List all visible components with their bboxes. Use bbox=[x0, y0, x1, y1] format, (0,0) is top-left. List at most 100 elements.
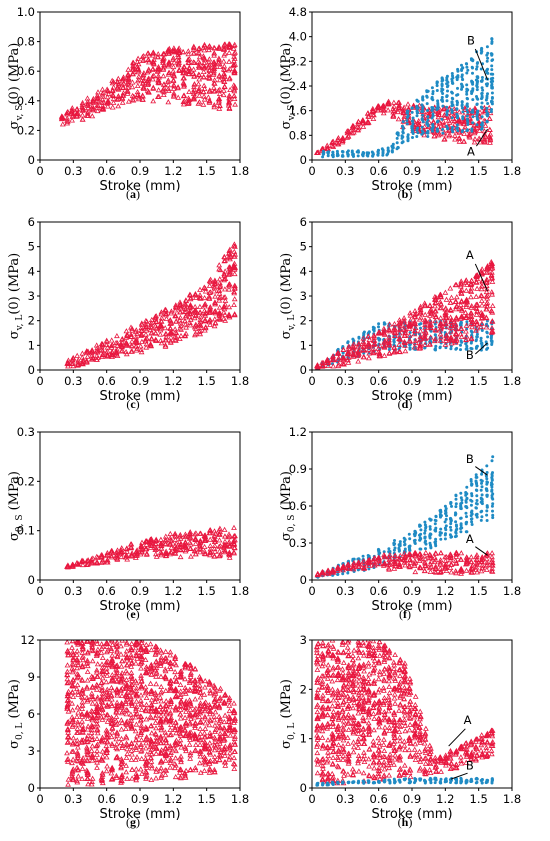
point-d-s1 bbox=[432, 318, 439, 324]
point-d-s1 bbox=[370, 348, 377, 354]
point-f-s0 bbox=[459, 496, 463, 500]
point-d-s1 bbox=[453, 294, 460, 300]
point-g-s0 bbox=[74, 640, 80, 645]
point-d-s1 bbox=[479, 269, 485, 275]
point-f-s0 bbox=[464, 511, 468, 515]
point-b-s1 bbox=[450, 91, 454, 95]
point-d-s0 bbox=[372, 327, 376, 331]
point-d-s0 bbox=[455, 346, 459, 350]
point-g-s0 bbox=[103, 747, 110, 753]
point-c-s0 bbox=[128, 348, 135, 354]
y-tick-label-e: 0.3 bbox=[17, 425, 35, 439]
point-a-s0 bbox=[130, 62, 136, 68]
point-c-s0 bbox=[227, 253, 234, 260]
point-a-s0 bbox=[181, 80, 187, 87]
x-tick-label-f: 0.6 bbox=[370, 584, 388, 598]
point-a-s0 bbox=[79, 99, 86, 105]
y-axis-label-b: σv, S(0) (MPa) bbox=[279, 43, 297, 130]
point-a-s0 bbox=[150, 50, 156, 56]
point-f-s1 bbox=[350, 566, 357, 572]
y-label-unit: (MPa) bbox=[279, 471, 294, 515]
point-g-s0 bbox=[119, 772, 125, 778]
point-b-s1 bbox=[326, 154, 330, 158]
point-b-s1 bbox=[450, 109, 454, 113]
point-c-s0 bbox=[197, 295, 204, 301]
point-e-s0 bbox=[207, 542, 214, 548]
point-g-s0 bbox=[123, 698, 129, 704]
point-g-s0 bbox=[84, 657, 91, 663]
point-g-s0 bbox=[108, 684, 115, 690]
point-f-s1 bbox=[380, 562, 387, 568]
point-f-s1 bbox=[412, 568, 419, 575]
point-e-s0 bbox=[226, 538, 233, 545]
point-a-s0 bbox=[140, 77, 147, 83]
point-f-s0 bbox=[392, 548, 396, 552]
point-d-s0 bbox=[366, 331, 370, 335]
point-b-s1 bbox=[475, 81, 479, 85]
point-e-s0 bbox=[93, 553, 100, 559]
point-g-s0 bbox=[98, 680, 105, 686]
point-g-s0 bbox=[99, 643, 106, 649]
point-a-s0 bbox=[176, 59, 182, 65]
point-c-s0 bbox=[197, 309, 203, 316]
point-b-s0 bbox=[445, 117, 452, 123]
point-f-s1 bbox=[448, 561, 455, 567]
point-d-s0 bbox=[449, 347, 453, 351]
point-f-s0 bbox=[491, 509, 494, 513]
point-g-s0 bbox=[114, 720, 121, 726]
point-d-s1 bbox=[464, 281, 470, 287]
point-e-s0 bbox=[226, 550, 233, 556]
point-a-s0 bbox=[69, 117, 75, 123]
point-f-s0 bbox=[459, 506, 463, 509]
point-f-s0 bbox=[448, 533, 452, 537]
point-b-s1 bbox=[475, 62, 479, 65]
point-d-s1 bbox=[468, 310, 475, 316]
point-a-s0 bbox=[190, 43, 197, 49]
point-g-s0 bbox=[64, 725, 71, 732]
point-f-s1 bbox=[412, 559, 419, 565]
point-b-s1 bbox=[485, 94, 489, 98]
point-c-s0 bbox=[173, 334, 180, 340]
point-g-s0 bbox=[89, 775, 96, 781]
y-label-symbol: σ bbox=[7, 330, 22, 339]
point-b-s1 bbox=[411, 122, 415, 126]
point-c-s0 bbox=[143, 317, 149, 323]
point-d-s1 bbox=[422, 329, 429, 335]
point-g-s0 bbox=[118, 672, 125, 678]
point-a-s0 bbox=[155, 87, 162, 93]
point-f-s1 bbox=[387, 555, 393, 561]
point-c-s0 bbox=[99, 353, 106, 359]
point-a-s0 bbox=[180, 93, 187, 99]
point-g-s0 bbox=[74, 651, 80, 657]
point-c-s0 bbox=[162, 330, 169, 336]
point-e-s0 bbox=[188, 553, 194, 559]
point-f-s0 bbox=[474, 506, 478, 510]
point-b-s1 bbox=[445, 76, 449, 80]
point-a-s0 bbox=[211, 44, 217, 50]
point-c-s0 bbox=[206, 282, 213, 288]
point-c-s0 bbox=[79, 350, 86, 356]
point-d-s1 bbox=[401, 317, 407, 323]
point-f-s1 bbox=[371, 562, 378, 568]
point-b-s1 bbox=[481, 88, 485, 92]
point-f-s1 bbox=[314, 571, 321, 577]
point-f-s0 bbox=[393, 539, 396, 542]
point-b-s1 bbox=[420, 110, 424, 113]
annotation-label-A: A bbox=[466, 248, 474, 262]
point-a-s0 bbox=[226, 49, 233, 55]
point-g-s0 bbox=[75, 773, 82, 779]
point-g-s0 bbox=[128, 689, 134, 695]
point-c-s0 bbox=[196, 320, 203, 326]
point-c-s0 bbox=[152, 313, 159, 319]
point-b-s1 bbox=[455, 112, 459, 116]
point-d-s0 bbox=[433, 322, 437, 326]
point-d-s1 bbox=[458, 298, 465, 305]
point-d-s1 bbox=[447, 314, 454, 320]
point-g-s0 bbox=[133, 773, 140, 779]
point-g-s0 bbox=[84, 694, 90, 700]
point-b-s1 bbox=[330, 153, 334, 157]
point-f-s1 bbox=[401, 559, 408, 565]
point-a-s0 bbox=[125, 74, 132, 80]
point-b-s1 bbox=[490, 108, 493, 111]
point-g-s0 bbox=[93, 715, 100, 721]
